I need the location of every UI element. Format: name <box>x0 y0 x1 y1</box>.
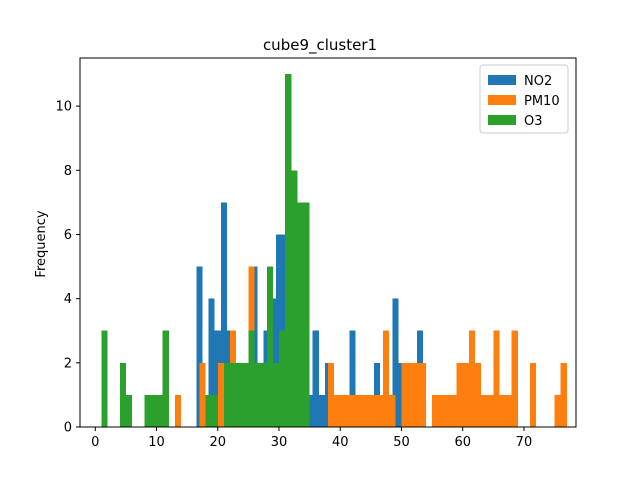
bar-o3 <box>230 362 237 427</box>
bar-o3 <box>156 394 163 427</box>
y-tick-label: 8 <box>64 164 72 179</box>
bar-pm10 <box>328 362 335 427</box>
bar-o3 <box>150 394 157 427</box>
bar-o3 <box>248 330 255 427</box>
bar-pm10 <box>530 362 537 427</box>
bar-pm10 <box>389 394 396 427</box>
bar-pm10 <box>364 394 371 427</box>
bar-no2 <box>208 298 215 427</box>
bar-pm10 <box>450 394 457 427</box>
x-tick-label: 20 <box>210 435 227 450</box>
y-tick-label: 4 <box>64 292 72 307</box>
bar-o3 <box>144 394 151 427</box>
bar-o3 <box>266 266 273 427</box>
bar-pm10 <box>370 394 377 427</box>
x-tick-label: 40 <box>332 435 349 450</box>
bar-pm10 <box>438 394 445 427</box>
legend-swatch-o3 <box>488 115 516 125</box>
bar-pm10 <box>413 362 420 427</box>
bar-pm10 <box>505 394 512 427</box>
bar-pm10 <box>499 394 506 427</box>
bar-pm10 <box>432 394 439 427</box>
bar-o3 <box>162 330 169 427</box>
legend: NO2 PM10 O3 <box>479 64 569 134</box>
bar-o3 <box>272 362 280 427</box>
bar-pm10 <box>481 394 488 427</box>
bar-pm10 <box>199 362 206 427</box>
x-tick-label: 10 <box>148 435 165 450</box>
bar-o3 <box>119 362 126 427</box>
axes-group: 0 10 20 30 40 50 60 70 0 2 4 6 8 10 <box>55 57 577 450</box>
series-pm10 <box>174 266 567 427</box>
bar-pm10 <box>383 330 390 427</box>
y-tick-label: 6 <box>64 228 72 243</box>
bar-o3 <box>101 330 108 427</box>
x-tick-label: 70 <box>516 435 533 450</box>
legend-swatch-pm10 <box>488 95 516 105</box>
x-tick-label: 0 <box>91 435 99 450</box>
bar-no2 <box>196 266 203 427</box>
bar-no2 <box>349 330 356 427</box>
bar-pm10 <box>462 362 469 427</box>
y-tick-label: 0 <box>64 421 72 436</box>
bar-o3 <box>297 202 304 427</box>
bar-pm10 <box>407 362 414 427</box>
bar-pm10 <box>560 362 567 427</box>
bars-group <box>101 74 567 427</box>
bar-o3 <box>211 394 218 427</box>
bar-pm10 <box>334 394 341 427</box>
bar-o3 <box>205 394 212 427</box>
bar-o3 <box>242 362 249 427</box>
bar-pm10 <box>468 330 475 427</box>
legend-label-no2: NO2 <box>524 74 552 89</box>
bar-pm10 <box>487 394 494 427</box>
bar-pm10 <box>352 394 359 427</box>
bar-pm10 <box>419 362 426 427</box>
bar-o3 <box>303 202 310 427</box>
bar-o3 <box>223 362 231 427</box>
bar-pm10 <box>358 394 365 427</box>
bar-o3 <box>260 362 267 427</box>
chart-title: cube9_cluster1 <box>263 36 377 55</box>
bar-no2 <box>306 394 313 427</box>
legend-label-pm10: PM10 <box>524 94 560 109</box>
bar-pm10 <box>346 394 353 427</box>
bar-pm10 <box>174 394 182 427</box>
bar-pm10 <box>456 362 463 427</box>
bar-no2 <box>275 234 283 427</box>
bar-no2 <box>398 362 405 427</box>
bar-o3 <box>125 394 133 427</box>
bar-o3 <box>291 170 298 427</box>
bar-pm10 <box>217 362 224 427</box>
y-axis-label: Frequency <box>34 210 49 277</box>
bar-no2 <box>318 394 325 427</box>
bar-no2 <box>220 202 227 427</box>
bar-o3 <box>279 330 286 427</box>
legend-label-o3: O3 <box>524 114 543 129</box>
x-tick-label: 60 <box>454 435 471 450</box>
x-tick-label: 50 <box>393 435 410 450</box>
series-o3 <box>101 74 310 427</box>
bar-o3 <box>236 362 243 427</box>
bar-no2 <box>392 298 399 427</box>
bar-pm10 <box>340 394 347 427</box>
x-tick-label: 30 <box>271 435 288 450</box>
bar-no2 <box>312 330 319 427</box>
bar-pm10 <box>401 362 408 427</box>
bar-pm10 <box>554 394 561 427</box>
bar-pm10 <box>376 394 384 427</box>
y-tick-label: 10 <box>55 100 72 115</box>
bar-o3 <box>254 362 261 427</box>
legend-swatch-no2 <box>488 75 516 85</box>
bar-no2 <box>373 362 381 427</box>
bar-pm10 <box>474 362 482 427</box>
y-tick-label: 2 <box>64 356 72 371</box>
bar-o3 <box>285 74 292 427</box>
plot-frame <box>79 57 577 428</box>
bar-pm10 <box>493 330 500 427</box>
bar-pm10 <box>444 394 451 427</box>
bar-pm10 <box>511 330 518 427</box>
